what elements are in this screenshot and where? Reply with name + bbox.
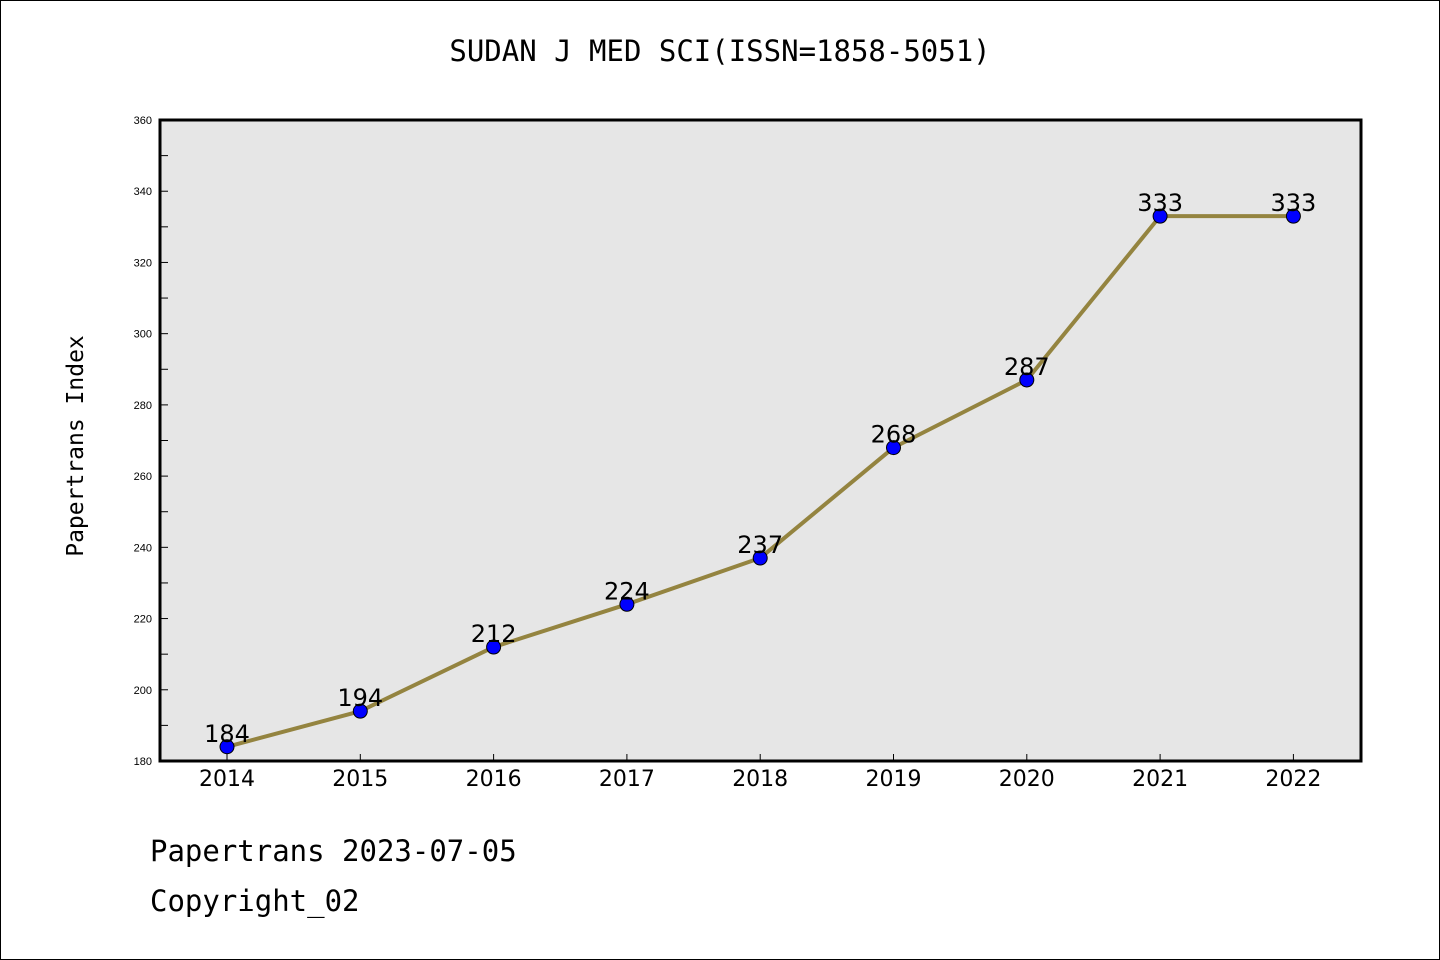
data-point	[752, 550, 768, 566]
x-tick-label: 2021	[1132, 767, 1188, 792]
x-tick-label: 2019	[866, 767, 922, 792]
data-point	[886, 440, 901, 456]
data-point	[352, 703, 368, 719]
x-tick-label: 2022	[1265, 767, 1321, 792]
y-tick-label: 180	[134, 756, 152, 768]
data-point	[486, 639, 502, 655]
footer-date: Papertrans 2023-07-05	[150, 834, 517, 868]
y-tick-label: 280	[134, 400, 152, 412]
y-tick-label: 340	[134, 186, 152, 198]
y-tick-label: 300	[134, 329, 152, 341]
y-tick-label: 360	[134, 115, 152, 127]
x-tick-label: 2020	[999, 767, 1055, 792]
data-label: 333	[1137, 189, 1183, 217]
data-point	[219, 739, 235, 755]
y-tick-label: 200	[134, 685, 152, 697]
data-point	[1152, 208, 1168, 224]
data-point	[619, 596, 635, 612]
data-label: 333	[1270, 189, 1316, 217]
x-tick-label: 2018	[732, 767, 788, 792]
data-label: 184	[204, 720, 250, 748]
y-tick-label: 240	[134, 542, 152, 554]
data-label: 287	[1004, 353, 1050, 381]
data-point	[1019, 372, 1035, 388]
data-point	[1285, 208, 1301, 224]
data-label: 224	[604, 577, 650, 605]
y-tick-label: 320	[134, 257, 152, 269]
data-label: 212	[471, 620, 517, 648]
x-tick-label: 2017	[599, 767, 655, 792]
y-tick-label: 220	[134, 614, 152, 626]
chart-title: SUDAN J MED SCI(ISSN=1858-5051)	[449, 34, 991, 68]
x-tick-label: 2015	[332, 767, 388, 792]
data-label: 237	[737, 531, 783, 559]
x-tick-label: 2016	[466, 767, 522, 792]
x-tick-label: 2014	[199, 767, 255, 792]
y-tick-label: 260	[134, 471, 152, 483]
data-label: 194	[337, 684, 383, 712]
plot-border	[158, 118, 1363, 763]
plot-area	[160, 120, 1361, 761]
footer-copyright: Copyright_02	[150, 884, 360, 918]
data-label: 268	[871, 421, 917, 449]
